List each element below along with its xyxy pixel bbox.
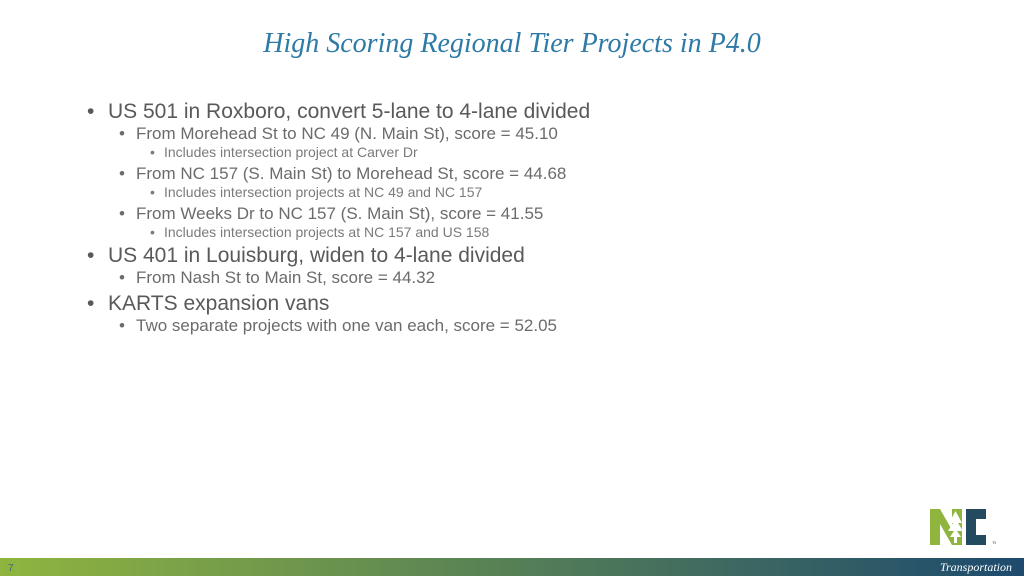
slide: { "title": { "text": "High Scoring Regio… (0, 0, 1024, 576)
bullet-text: From Weeks Dr to NC 157 (S. Main St), sc… (136, 204, 543, 223)
bullet-list: US 501 in Roxboro, convert 5-lane to 4-l… (80, 100, 590, 336)
bullet-text: Includes intersection projects at NC 157… (164, 224, 489, 240)
bullet-text: Includes intersection projects at NC 49 … (164, 184, 482, 200)
list-item: US 401 in Louisburg, widen to 4-lane div… (80, 244, 590, 288)
bullet-text: From NC 157 (S. Main St) to Morehead St,… (136, 164, 566, 183)
bullet-text: KARTS expansion vans (108, 292, 329, 315)
list-item: US 501 in Roxboro, convert 5-lane to 4-l… (80, 100, 590, 240)
page-number: 7 (8, 563, 14, 574)
list-item: Includes intersection projects at NC 157… (136, 224, 590, 240)
bullet-text: Includes intersection project at Carver … (164, 144, 418, 160)
list-item: KARTS expansion vans Two separate projec… (80, 292, 590, 336)
content-area: US 501 in Roxboro, convert 5-lane to 4-l… (80, 100, 590, 340)
bullet-text: US 401 in Louisburg, widen to 4-lane div… (108, 244, 525, 267)
list-item: Includes intersection projects at NC 49 … (136, 184, 590, 200)
nc-logo: TM (930, 509, 996, 550)
bullet-text: From Morehead St to NC 49 (N. Main St), … (136, 124, 558, 143)
list-item: Includes intersection project at Carver … (136, 144, 590, 160)
slide-title: High Scoring Regional Tier Projects in P… (0, 0, 1024, 60)
list-item: Two separate projects with one van each,… (108, 316, 590, 336)
bullet-text: Two separate projects with one van each,… (136, 316, 557, 335)
department-label: Transportation (940, 560, 1012, 575)
list-item: From NC 157 (S. Main St) to Morehead St,… (108, 164, 590, 200)
svg-text:TM: TM (992, 540, 996, 545)
bullet-text: From Nash St to Main St, score = 44.32 (136, 268, 435, 287)
bullet-text: US 501 in Roxboro, convert 5-lane to 4-l… (108, 100, 590, 123)
logo-c-path (966, 509, 986, 545)
list-item: From Weeks Dr to NC 157 (S. Main St), sc… (108, 204, 590, 240)
list-item: From Morehead St to NC 49 (N. Main St), … (108, 124, 590, 160)
footer-bar: 7 Transportation (0, 558, 1024, 576)
list-item: From Nash St to Main St, score = 44.32 (108, 268, 590, 288)
